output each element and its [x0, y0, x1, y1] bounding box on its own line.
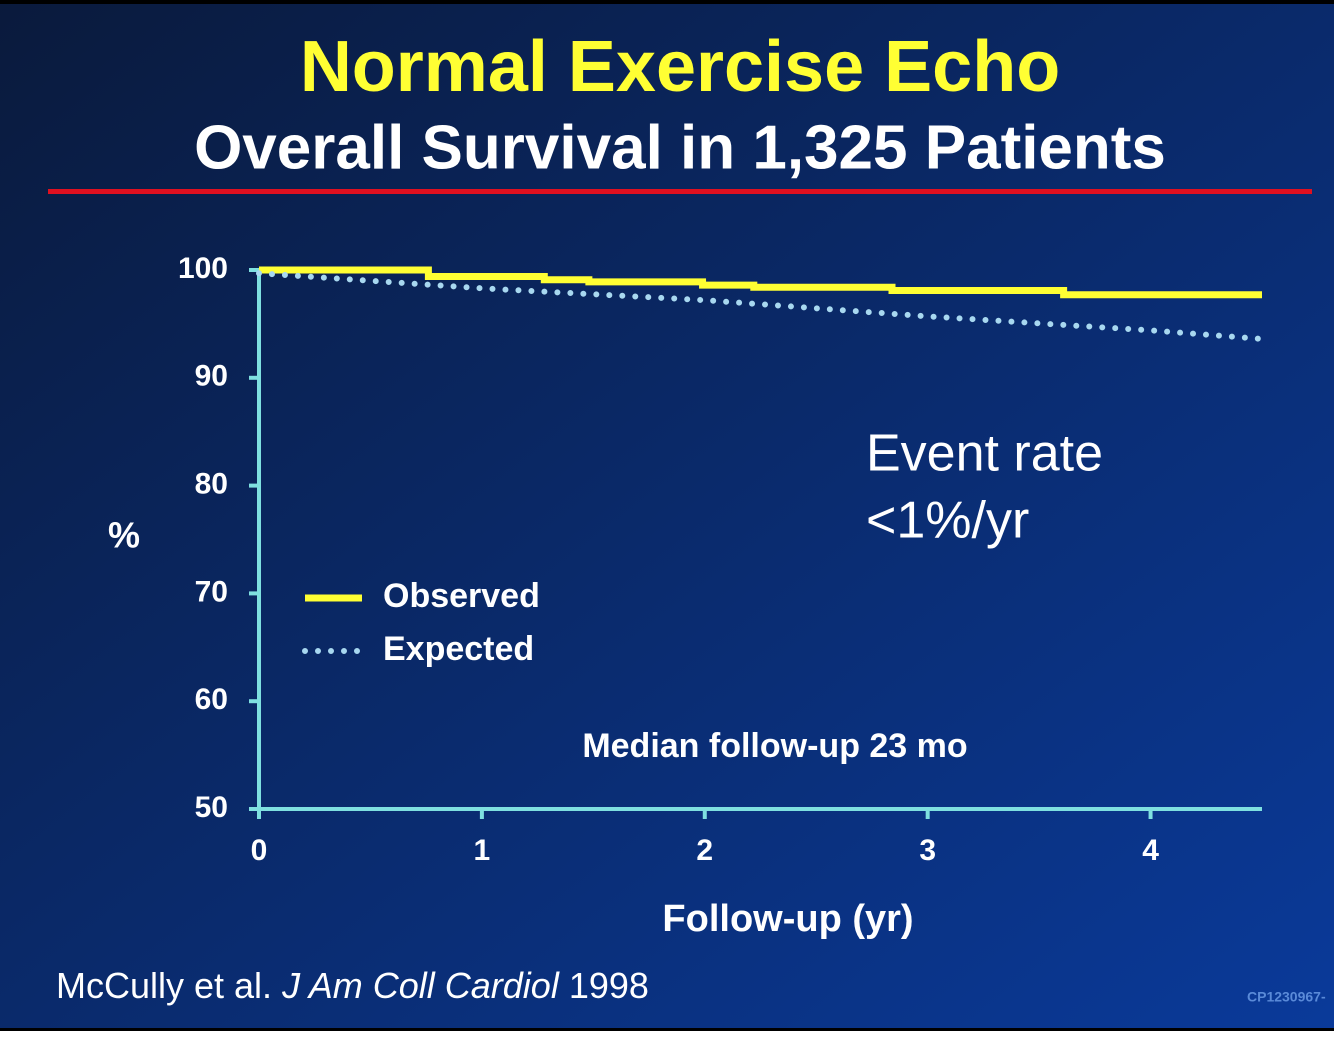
slide-code: CP1230967-	[1247, 989, 1326, 1005]
x-tick-label: 2	[696, 834, 713, 867]
legend-label: Expected	[383, 630, 534, 668]
x-tick-label: 4	[1142, 834, 1159, 867]
x-tick-label: 1	[474, 834, 491, 867]
y-tick-label: 70	[195, 575, 228, 608]
frame-bottom	[0, 1028, 1334, 1031]
chart-subtitle: Overall Survival in 1,325 Patients	[194, 113, 1166, 182]
series-line	[259, 266, 1262, 299]
x-axis-label: Follow-up (yr)	[662, 898, 913, 940]
x-tick-label: 3	[919, 834, 936, 867]
legend-label: Observed	[383, 577, 540, 615]
y-tick-label: 80	[195, 468, 228, 501]
y-tick-label: 100	[178, 252, 228, 285]
x-tick-label: 0	[251, 834, 268, 867]
citation-year: 1998	[569, 965, 649, 1006]
citation: McCully et al. J Am Coll Cardiol 1998	[56, 965, 649, 1006]
citation-journal: J Am Coll Cardiol	[281, 965, 560, 1006]
y-tick-label: 50	[195, 791, 228, 824]
citation-authors: McCully et al.	[56, 965, 272, 1006]
y-axis-label: %	[108, 515, 140, 556]
annotation: <1%/yr	[866, 492, 1029, 550]
title-rule	[48, 189, 1312, 194]
frame-top	[0, 0, 1334, 4]
chart-title: Normal Exercise Echo	[300, 27, 1060, 107]
annotation: Event rate	[866, 425, 1103, 483]
y-tick-label: 60	[195, 683, 228, 716]
annotation: Median follow-up 23 mo	[582, 727, 967, 765]
series-line	[256, 270, 1265, 342]
y-tick-label: 90	[195, 360, 228, 393]
